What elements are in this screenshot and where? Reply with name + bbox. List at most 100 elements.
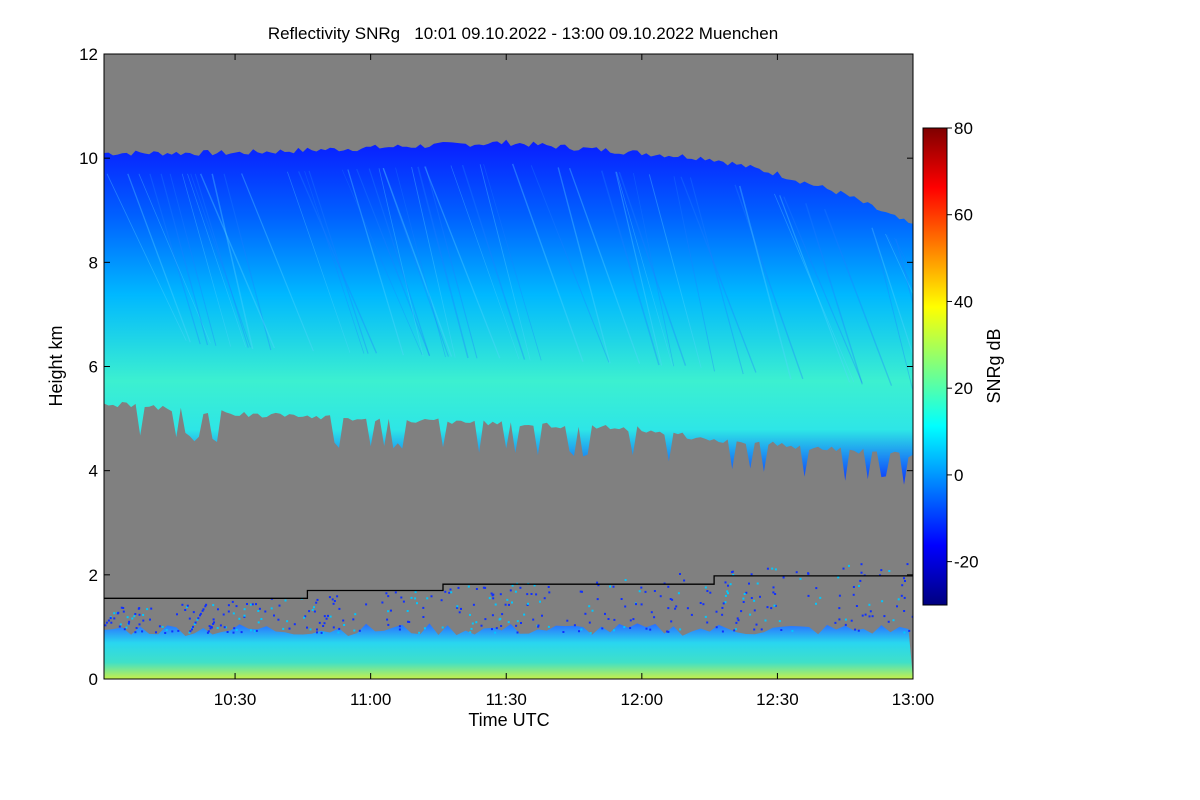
speckle-point: [706, 590, 709, 592]
fall-streak: [169, 173, 217, 346]
speckle-point: [212, 604, 215, 607]
speckle-point: [233, 627, 236, 630]
speckle-point: [331, 598, 334, 601]
fall-streak: [872, 227, 913, 390]
speckle-point: [134, 613, 137, 615]
speckle-point: [257, 610, 260, 612]
speckle-point: [774, 593, 777, 595]
fall-streak: [673, 176, 715, 372]
speckle-point: [323, 622, 326, 625]
speckle-point: [306, 626, 308, 629]
fall-streak: [297, 171, 378, 354]
speckle-point: [596, 598, 599, 601]
speckle-point: [724, 594, 727, 597]
speckle-point: [311, 608, 314, 611]
speckle-point: [896, 605, 898, 608]
speckle-point: [815, 602, 817, 605]
speckle-point: [514, 590, 517, 593]
speckle-point: [724, 581, 727, 584]
speckle-point: [667, 585, 670, 588]
speckle-point: [189, 630, 192, 633]
colorbar: -20 0 20 40 60 80 SNRg dB: [922, 119, 1004, 606]
speckle-point: [336, 595, 339, 598]
fall-streak: [223, 173, 272, 351]
speckle-point: [113, 612, 116, 615]
fall-streak: [557, 167, 611, 364]
speckle-point: [441, 626, 444, 629]
speckle-point: [323, 615, 326, 618]
speckle-point: [332, 602, 335, 605]
speckle-point: [566, 619, 569, 622]
speckle-point: [186, 604, 189, 607]
speckle-point: [209, 627, 212, 630]
speckle-point: [859, 579, 862, 582]
speckle-point: [854, 628, 857, 631]
speckle-point: [327, 614, 329, 617]
speckle-point: [212, 618, 215, 621]
fall-streak: [805, 203, 863, 385]
speckle-point: [213, 621, 215, 624]
speckle-point: [726, 590, 729, 593]
speckle-point: [138, 623, 141, 626]
speckle-point: [888, 570, 891, 572]
speckle-point: [146, 608, 149, 611]
speckle-point: [507, 621, 510, 624]
speckle-point: [313, 610, 316, 613]
speckle-point: [492, 597, 495, 600]
speckle-point: [224, 626, 227, 629]
speckle-point: [868, 615, 871, 618]
speckle-point: [753, 599, 756, 602]
speckle-point: [860, 563, 863, 566]
speckle-point: [398, 625, 401, 628]
speckle-point: [158, 625, 161, 628]
colorbar-ticks: -20 0 20 40 60 80: [947, 119, 979, 572]
speckle-point: [679, 628, 682, 631]
speckle-point: [422, 606, 425, 609]
speckle-point: [742, 597, 745, 600]
speckle-point: [321, 632, 324, 635]
speckle-point: [844, 623, 847, 626]
fall-streak: [886, 234, 913, 289]
speckle-point: [313, 606, 315, 609]
speckle-point: [858, 585, 860, 587]
speckle-point: [903, 631, 906, 634]
speckle-point: [199, 614, 201, 617]
fall-streak: [378, 168, 424, 357]
speckle-point: [857, 629, 860, 632]
speckle-point: [807, 594, 810, 597]
speckle-point: [400, 596, 403, 599]
fall-streak: [194, 173, 249, 348]
speckle-point: [686, 607, 689, 610]
speckle-point: [226, 631, 229, 633]
speckle-point: [255, 629, 258, 632]
fall-streak: [411, 166, 456, 358]
speckle-point: [644, 590, 647, 593]
speckle-point: [122, 610, 125, 613]
speckle-point: [322, 625, 325, 627]
speckle-point: [547, 586, 550, 588]
speckle-point: [212, 622, 215, 625]
x-axis: 10:30 11:00 11:30 12:00 12:30 13:00: [214, 54, 934, 709]
colorbar-tick-label: 60: [954, 206, 973, 225]
speckle-point: [430, 595, 433, 598]
boundary-layer-line: [104, 575, 913, 599]
speckle-point: [883, 615, 886, 618]
speckle-point: [911, 615, 913, 618]
speckle-point: [385, 592, 388, 595]
colorbar-frame: [922, 127, 948, 606]
speckle-point: [722, 602, 725, 605]
speckle-point: [904, 580, 906, 582]
speckle-point: [850, 619, 853, 622]
speckle-point: [666, 630, 669, 633]
speckle-point: [548, 591, 551, 594]
speckle-point: [734, 628, 737, 631]
speckle-point: [303, 616, 306, 619]
speckle-point: [206, 631, 209, 634]
speckle-point: [243, 614, 246, 617]
speckle-point: [219, 624, 222, 627]
speckle-point: [629, 619, 632, 622]
speckle-point: [284, 599, 287, 602]
speckle-point: [887, 620, 890, 623]
speckle-point: [460, 607, 462, 610]
speckle-point: [766, 606, 769, 609]
